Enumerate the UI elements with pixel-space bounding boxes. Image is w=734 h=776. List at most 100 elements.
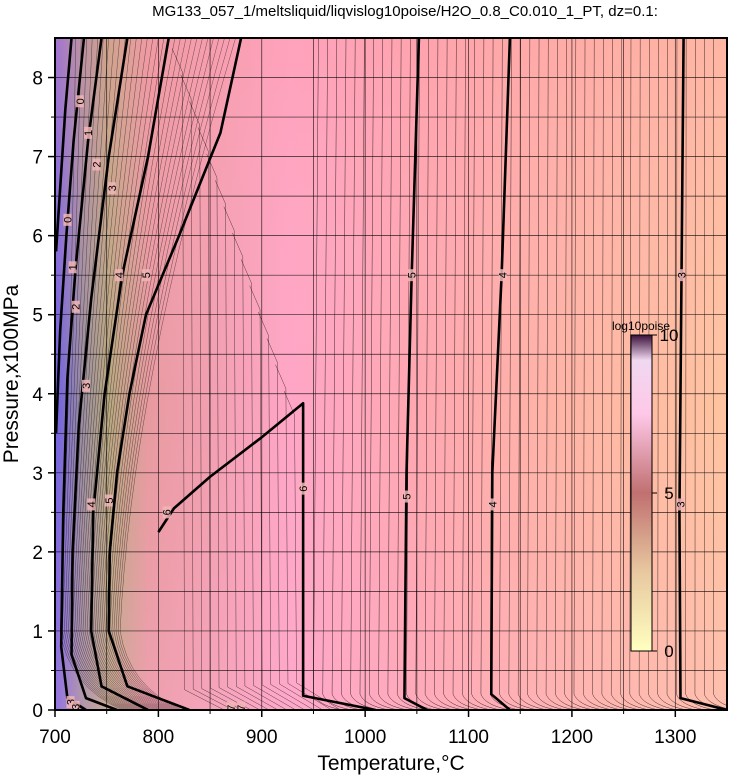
contour-label-bg: [676, 498, 685, 511]
contour-label-bg: [71, 300, 80, 313]
minor-contour: [115, 38, 225, 710]
minor-contour: [666, 38, 697, 710]
contour-label-bg: [92, 158, 101, 171]
minor-contour: [76, 38, 139, 710]
minor-contour: [648, 38, 678, 710]
minor-contour: [564, 38, 594, 710]
minor-contour: [249, 285, 305, 710]
minor-contour: [215, 180, 270, 710]
minor-contour: [322, 38, 352, 710]
contour-label-bg: [407, 269, 416, 282]
y-tick-label: 6: [32, 227, 43, 248]
minor-contour: [620, 38, 650, 710]
y-tick-label: 1: [32, 622, 43, 643]
minor-contour: [638, 38, 669, 710]
grid-lines: [55, 38, 727, 710]
colorbar: log10poise 0 5 10: [612, 319, 678, 661]
contour-label: 4: [114, 272, 126, 278]
y-tick-label: 3: [32, 464, 43, 485]
contour-label-bg: [82, 379, 91, 392]
x-tick-label: 1300: [654, 727, 696, 748]
minor-contour: [66, 38, 129, 710]
contour-label-bg: [226, 701, 235, 710]
minor-contour: [197, 127, 252, 710]
colorbar-tick-label: 0: [664, 642, 673, 661]
contour-label: 3: [675, 501, 687, 507]
minor-contours: [59, 38, 727, 710]
contour-label-bg: [237, 701, 246, 710]
contour-label: 1: [83, 130, 95, 136]
minor-contour: [536, 38, 566, 710]
y-tick-label: 5: [32, 306, 43, 327]
minor-contour: [101, 38, 187, 710]
minor-contour: [713, 38, 727, 706]
minor-contour: [113, 38, 220, 710]
contour-label: 3: [677, 272, 689, 278]
y-tick-label: 0: [32, 701, 43, 722]
contour-label: 7: [236, 705, 248, 711]
minor-contour: [555, 38, 585, 710]
x-axis-label: Temperature,°C: [317, 752, 464, 775]
minor-contour: [378, 38, 408, 710]
minor-contour: [266, 338, 323, 710]
minor-contour: [232, 232, 288, 710]
x-tick-label: 1200: [551, 727, 593, 748]
y-tick-label: 8: [32, 69, 43, 90]
major-contour-2: [59, 38, 103, 710]
minor-contour: [95, 38, 170, 710]
contour-label: 5: [407, 272, 419, 278]
minor-contour: [424, 38, 455, 710]
x-tick-label: 900: [246, 727, 278, 748]
minor-contour: [90, 38, 159, 710]
contour-label-bg: [84, 126, 93, 139]
minor-contour: [111, 38, 214, 710]
contour-label: 6: [162, 509, 174, 515]
contour-label-bg: [115, 269, 124, 282]
contour-label-bg: [75, 95, 84, 108]
major-contour-4: [89, 38, 171, 710]
minor-contour: [64, 38, 127, 710]
major-contour-6: [157, 401, 376, 710]
y-tick-label: 7: [32, 148, 43, 169]
x-tick-label: 700: [39, 727, 71, 748]
minor-contour: [499, 38, 529, 710]
minor-contour: [359, 38, 389, 710]
minor-contour: [99, 38, 181, 710]
major-contour-4: [489, 38, 512, 710]
contour-label: 3: [71, 704, 83, 710]
minor-contour: [240, 259, 297, 710]
minor-contour: [70, 38, 133, 710]
colorbar-ticks: 0 5 10: [652, 326, 678, 661]
contour-label-bg: [162, 506, 171, 519]
major-contour-0: [55, 38, 73, 252]
minor-contour: [97, 38, 176, 710]
minor-contour: [434, 38, 464, 710]
minor-contour: [369, 38, 399, 710]
major-contour-5: [403, 38, 428, 710]
contour-label: 0: [62, 217, 74, 223]
major-contour-3: [70, 38, 129, 710]
contour-label-bg: [488, 498, 497, 511]
minor-contour: [117, 38, 231, 710]
contour-label: 3: [81, 383, 93, 389]
colorbar-title: log10poise: [612, 319, 670, 333]
minor-contour: [517, 38, 548, 710]
contour-label: 1: [68, 264, 80, 270]
contour-label: 5: [104, 497, 116, 503]
minor-contour: [601, 38, 631, 710]
x-axis: 700 800 900 1000 1100 1200 1300: [39, 710, 696, 748]
colorbar-tick-label: 5: [664, 484, 673, 503]
minor-contour: [573, 38, 603, 710]
contour-label-bg: [87, 498, 96, 511]
minor-contour: [258, 311, 314, 710]
minor-contour: [109, 38, 209, 710]
contour-label: 6: [298, 486, 310, 492]
contour-label: 2: [71, 304, 83, 310]
minor-contour: [452, 38, 483, 710]
y-tick-label: 4: [32, 385, 43, 406]
contour-label-bg: [677, 269, 686, 282]
minor-contour: [610, 38, 641, 710]
contour-label: 3: [107, 185, 119, 191]
